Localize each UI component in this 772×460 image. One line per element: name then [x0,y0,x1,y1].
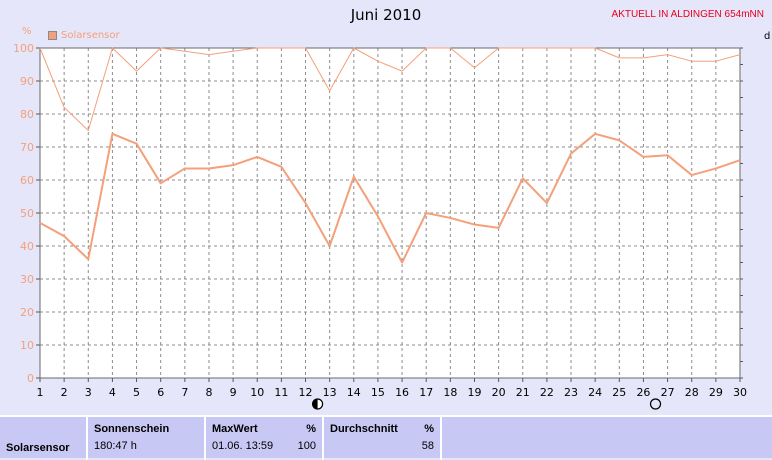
durchschnitt-unit: % [424,423,434,435]
y-tick-label: 60 [20,174,34,187]
x-tick-label: 18 [443,386,457,399]
x-tick-label: 16 [395,386,409,399]
x-tick-label: 6 [157,386,164,399]
maxwert-value: 100 [297,440,316,452]
y-tick-label: 10 [20,339,34,352]
y-tick-label: 70 [20,141,34,154]
half-moon-icon-shade [312,399,318,409]
full-moon-icon [649,398,662,410]
x-tick-label: 24 [588,386,602,399]
x-tick-label: 21 [516,386,530,399]
x-tick-label: 28 [685,386,699,399]
x-tick-label: 19 [467,386,481,399]
x-tick-label: 11 [274,386,288,399]
x-tick-label: 29 [709,386,723,399]
location-badge: AKTUELL IN ALDINGEN 654mNN [611,9,764,20]
x-tick-label: 26 [636,386,650,399]
y-tick-label: 0 [27,372,34,385]
sonnenschein-label: Sonnenschein [94,423,170,435]
x-tick-label: 9 [230,386,237,399]
plot-frame [39,47,741,379]
y-tick-label: 20 [20,306,34,319]
y-tick-label: 100 [13,42,34,55]
x-tick-label: 17 [419,386,433,399]
x-tick-label: 8 [205,386,212,399]
x-tick-label: 1 [37,386,44,399]
maxwert-label: MaxWert [212,423,258,435]
chart-title: Juni 2010 [350,6,422,24]
x-tick-label: 2 [61,386,68,399]
maxwert-unit: % [306,423,316,435]
x-tick-label: 7 [181,386,188,399]
x-tick-label: 5 [133,386,140,399]
x-tick-label: 25 [612,386,626,399]
x-tick-label: 27 [661,386,675,399]
maxwert-date: 01.06. 13:59 [212,440,274,452]
x-tick-label: 13 [323,386,337,399]
footer-sonnenschein-cell: Sonnenschein 180:47 h [88,417,206,460]
x-tick-label: 14 [347,386,361,399]
x-tick-label: 3 [85,386,92,399]
y-tick-label: 50 [20,207,34,220]
legend-label: Solarsensor [61,30,120,41]
durchschnitt-value: 58 [421,440,434,452]
footer-durchschnitt-cell: Durchschnitt % 58 [324,417,442,460]
y-tick-label: 40 [20,240,34,253]
sonnenschein-value: 180:47 h [94,440,137,452]
x-tick-label: 22 [540,386,554,399]
right-axis-unit: d [764,31,771,42]
y-tick-label: 30 [20,273,34,286]
x-tick-label: 30 [733,386,747,399]
x-tick-label: 15 [371,386,385,399]
legend: Solarsensor [48,30,120,41]
x-tick-label: 4 [109,386,116,399]
y-axis-unit: % [22,26,32,37]
y-tick-label: 80 [20,108,34,121]
durchschnitt-label: Durchschnitt [330,423,398,435]
legend-swatch [48,31,57,40]
footer-row-label: Solarsensor [6,442,70,454]
y-tick-label: 90 [20,75,34,88]
footer-row-label-cell: Solarsensor [0,417,88,460]
x-tick-label: 12 [299,386,313,399]
stats-footer: Solarsensor Sonnenschein 180:47 h MaxWer… [0,415,772,460]
footer-maxwert-cell: MaxWert % 01.06. 13:59 100 [206,417,324,460]
x-tick-label: 10 [250,386,264,399]
series-line-average [39,132,741,264]
x-tick-label: 20 [492,386,506,399]
series-line-max [39,47,741,131]
x-tick-label: 23 [564,386,578,399]
